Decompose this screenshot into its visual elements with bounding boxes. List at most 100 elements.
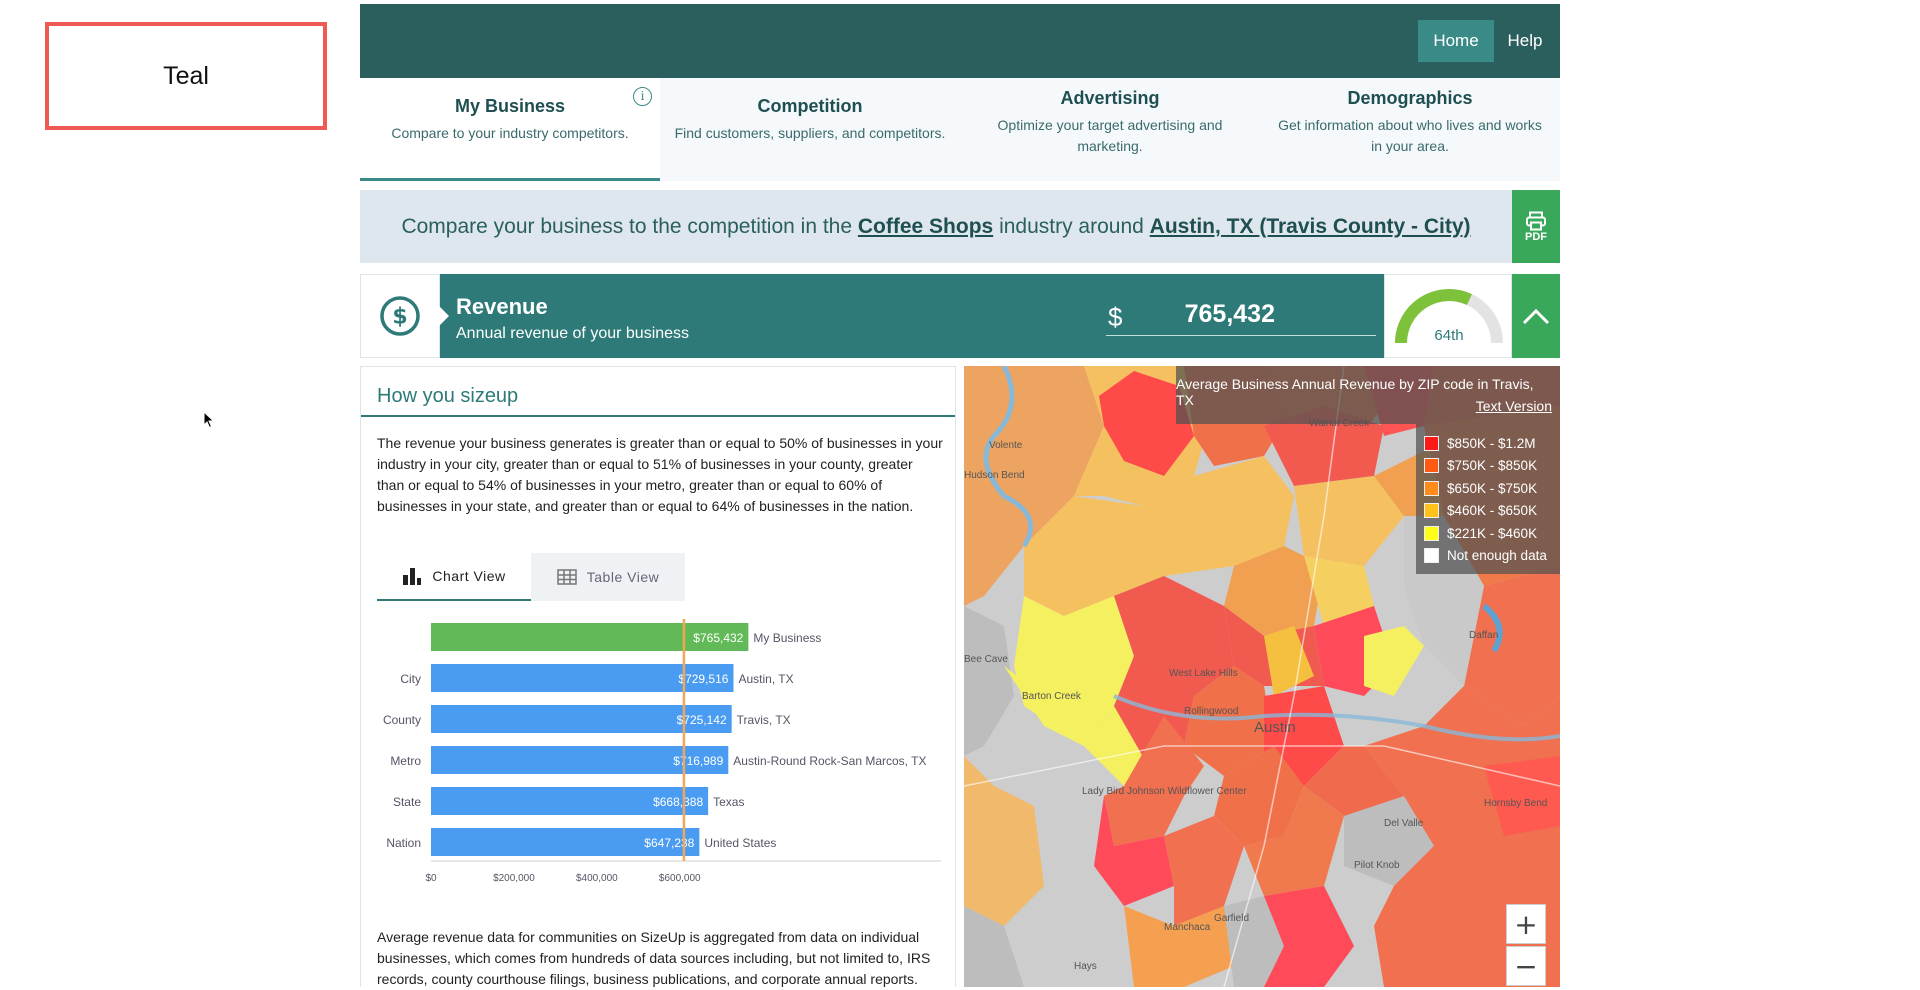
map-place-label: Manchaca bbox=[1164, 922, 1211, 933]
chart-view-label: Chart View bbox=[432, 568, 506, 584]
x-tick-label: $0 bbox=[425, 873, 437, 884]
revenue-subtitle: Annual revenue of your business bbox=[456, 325, 690, 342]
percentile-label: 64th bbox=[1434, 327, 1464, 344]
chart-bar bbox=[431, 746, 729, 774]
table-view-label: Table View bbox=[586, 569, 660, 585]
bar-value-label: $725,142 bbox=[677, 713, 727, 727]
tab-subtitle: Get information about who lives and work… bbox=[1278, 117, 1542, 154]
x-tick-label: $600,000 bbox=[659, 873, 701, 884]
gauge-arc bbox=[1395, 289, 1503, 344]
map-legend: $850K - $1.2M $750K - $850K $650K - $750K $… bbox=[1416, 424, 1560, 574]
tab-subtitle: Find customers, suppliers, and competito… bbox=[674, 125, 946, 141]
map-place-label: Rollingwood bbox=[1184, 706, 1238, 717]
summary-text: The revenue your business generates is g… bbox=[377, 435, 943, 514]
view-toggle: Chart View Table View bbox=[377, 553, 685, 601]
map-place-label: West Lake Hills bbox=[1169, 668, 1238, 679]
zoom-out-button[interactable]: − bbox=[1506, 946, 1546, 986]
currency-symbol: $ bbox=[1108, 302, 1123, 332]
bar-value-label: $765,432 bbox=[693, 631, 743, 645]
map-place-label: Hays bbox=[1074, 961, 1097, 972]
bar-chart-icon bbox=[403, 568, 422, 585]
x-tick-label: $400,000 bbox=[576, 873, 618, 884]
tab-subtitle: Compare to your industry competitors. bbox=[391, 125, 629, 141]
legend-label: $850K - $1.2M bbox=[1447, 435, 1536, 451]
legend-swatch bbox=[1424, 480, 1439, 496]
location-link[interactable]: Austin, TX (Travis County - City) bbox=[1149, 214, 1471, 238]
legend-label: $460K - $650K bbox=[1447, 503, 1538, 519]
map-place-label: Austin bbox=[1254, 719, 1296, 736]
map-place-label: Bee Cave bbox=[964, 654, 1008, 665]
bar-value-label: $668,388 bbox=[653, 795, 703, 809]
legend-item: Not enough data bbox=[1424, 545, 1560, 568]
tab-demographics[interactable]: Demographics Get information about who l… bbox=[1260, 78, 1560, 181]
chart-view-tab[interactable]: Chart View bbox=[377, 553, 531, 601]
legend-label: $750K - $850K bbox=[1447, 458, 1538, 474]
map-title-box: Average Business Annual Revenue by ZIP c… bbox=[1176, 366, 1560, 424]
compare-banner: Compare your business to the competition… bbox=[360, 190, 1512, 263]
tab-competition[interactable]: Competition Find customers, suppliers, a… bbox=[660, 78, 960, 181]
revenue-input[interactable]: 765,432 bbox=[1184, 300, 1275, 328]
map-title: Average Business Annual Revenue by ZIP c… bbox=[1176, 376, 1534, 408]
collapse-button[interactable] bbox=[1512, 274, 1560, 358]
bar-name-label: Austin-Round Rock-San Marcos, TX bbox=[733, 754, 926, 768]
revenue-title: Revenue bbox=[456, 294, 548, 319]
legend-item: $650K - $750K bbox=[1424, 477, 1560, 500]
legend-swatch bbox=[1424, 458, 1439, 474]
industry-link[interactable]: Coffee Shops bbox=[857, 214, 994, 238]
tab-title: Demographics bbox=[1347, 88, 1473, 108]
percentile-gauge: 64th bbox=[1384, 274, 1512, 358]
top-nav-bar: Home Help bbox=[360, 4, 1560, 78]
input-underline bbox=[1106, 335, 1376, 336]
theme-tag: Teal bbox=[45, 22, 327, 130]
tab-advertising[interactable]: Advertising Optimize your target adverti… bbox=[960, 78, 1260, 181]
map-place-label: Lady Bird Johnson Wildflower Center bbox=[1082, 786, 1247, 797]
legend-swatch bbox=[1424, 525, 1439, 541]
pdf-button[interactable]: PDF bbox=[1512, 190, 1560, 263]
tab-subtitle: Optimize your target advertising and mar… bbox=[997, 117, 1223, 154]
zoom-in-button[interactable]: + bbox=[1506, 904, 1546, 944]
category-label: State bbox=[393, 795, 421, 809]
chart-bar bbox=[431, 623, 749, 651]
pointer-arrow bbox=[439, 306, 449, 326]
dollar-circle-icon: $ bbox=[380, 296, 420, 336]
svg-text:$: $ bbox=[392, 305, 407, 330]
theme-tag-label: Teal bbox=[163, 61, 209, 90]
footnote-text: Average revenue data for communities on … bbox=[377, 929, 931, 987]
legend-item: $850K - $1.2M bbox=[1424, 432, 1560, 455]
bar-value-label: $716,989 bbox=[673, 754, 723, 768]
table-view-tab[interactable]: Table View bbox=[531, 553, 685, 601]
nav-help-link[interactable]: Help bbox=[1507, 31, 1543, 50]
table-icon bbox=[557, 569, 577, 585]
category-label: City bbox=[400, 672, 421, 686]
pdf-label: PDF bbox=[1525, 230, 1547, 243]
legend-label: Not enough data bbox=[1447, 548, 1547, 564]
category-label: Metro bbox=[390, 754, 421, 768]
revenue-icon-box: $ bbox=[360, 274, 440, 358]
map-place-label: Pilot Knob bbox=[1354, 860, 1400, 871]
chart-bar bbox=[431, 828, 700, 856]
chart-bar bbox=[431, 787, 709, 815]
info-icon[interactable]: i bbox=[633, 87, 652, 106]
panel-title: How you sizeup bbox=[377, 385, 519, 407]
revenue-bar-chart: $765,432 My Business $729,516 Austin, TX Cit… bbox=[383, 619, 941, 884]
bar-name-label: United States bbox=[704, 836, 776, 850]
report-tabs: My Business Compare to your industry com… bbox=[360, 78, 1560, 181]
bar-name-label: My Business bbox=[753, 631, 821, 645]
legend-swatch bbox=[1424, 503, 1439, 519]
compare-prefix: Compare your business to the competition… bbox=[401, 214, 853, 238]
nav-home-link[interactable]: Home bbox=[1418, 20, 1494, 62]
legend-item: $750K - $850K bbox=[1424, 455, 1560, 478]
bar-value-label: $729,516 bbox=[678, 672, 728, 686]
legend-swatch bbox=[1424, 435, 1439, 451]
map-place-label: Volente bbox=[989, 440, 1023, 451]
tab-my-business[interactable]: My Business Compare to your industry com… bbox=[360, 78, 660, 181]
text-version-link[interactable]: Text Version bbox=[1475, 398, 1552, 414]
map-place-label: Hornsby Bend bbox=[1484, 798, 1547, 809]
category-label: Nation bbox=[386, 836, 421, 850]
tab-title: My Business bbox=[454, 96, 566, 116]
legend-swatch bbox=[1424, 548, 1439, 564]
legend-item: $460K - $650K bbox=[1424, 500, 1560, 523]
bar-name-label: Austin, TX bbox=[738, 672, 793, 686]
x-tick-label: $200,000 bbox=[493, 873, 535, 884]
